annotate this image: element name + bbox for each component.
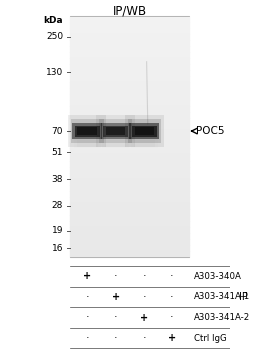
Text: ·: · [85,313,89,323]
Text: 70: 70 [52,126,63,136]
Text: ·: · [170,271,174,281]
Bar [99,119,132,143]
Bar [71,119,103,143]
Text: ·: · [85,333,89,343]
Bar [77,140,98,147]
Bar [128,119,161,143]
Text: IP/WB: IP/WB [112,5,146,18]
Text: ·: · [143,333,146,343]
Bar [78,127,97,135]
Bar [135,127,154,135]
Bar [106,127,125,135]
Text: POC5: POC5 [197,126,225,136]
Bar [132,126,157,136]
Text: A303-340A: A303-340A [194,272,241,281]
Bar [68,115,106,147]
Bar [70,16,189,257]
Text: ·: · [170,313,174,323]
Text: +: + [83,271,91,281]
Text: Ctrl IgG: Ctrl IgG [194,334,226,343]
Text: A303-341A-1: A303-341A-1 [194,292,250,301]
Bar [101,123,131,139]
Bar [74,126,100,136]
Text: 28: 28 [52,201,63,210]
Bar [130,123,159,139]
Text: IP: IP [239,292,248,302]
Text: +: + [168,333,176,343]
Bar [74,139,101,148]
Text: 38: 38 [52,174,63,184]
Text: ·: · [143,271,146,281]
Text: ·: · [85,292,89,302]
Text: +: + [140,313,148,323]
Bar [97,115,135,147]
Text: ·: · [170,292,174,302]
Text: ·: · [114,313,118,323]
Bar [125,115,164,147]
Text: A303-341A-2: A303-341A-2 [194,313,250,322]
Text: kDa: kDa [44,16,63,25]
Text: 16: 16 [52,244,63,253]
Text: 19: 19 [52,226,63,235]
Text: ·: · [114,271,118,281]
Bar [134,140,155,147]
Text: ·: · [143,292,146,302]
Bar [72,123,102,139]
Text: 250: 250 [46,33,63,42]
Text: 51: 51 [52,148,63,157]
Bar [131,139,158,148]
Text: 130: 130 [46,68,63,77]
Bar [103,126,128,136]
Bar [102,139,129,148]
Bar [105,140,126,147]
Text: ·: · [114,333,118,343]
Text: +: + [112,292,120,302]
